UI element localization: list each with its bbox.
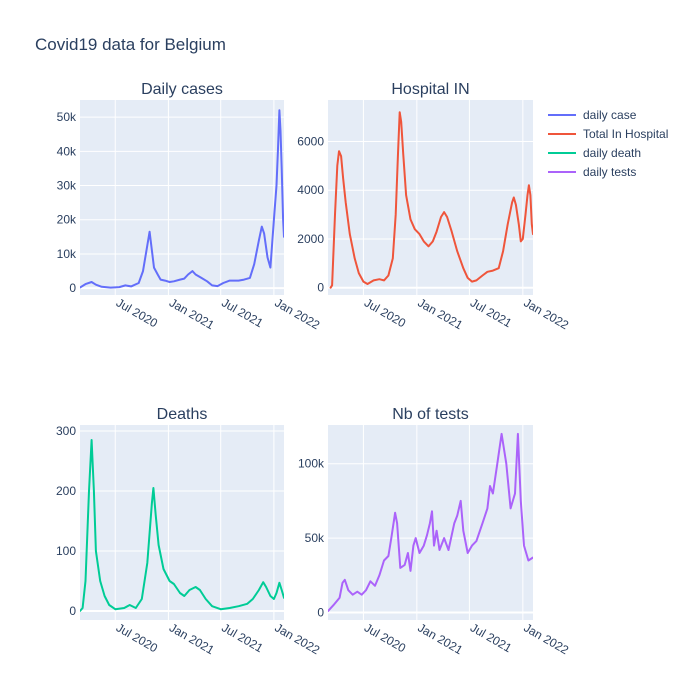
subplot-3: Jul 2020 Jan 2021 Jul 2021 Jan 202201002003… xyxy=(56,406,322,657)
y-tick-label: 50k xyxy=(57,110,77,124)
x-tick-label: Jul 2020 xyxy=(114,295,161,330)
x-tick-label: Jan 2021 xyxy=(415,620,465,657)
legend-label: daily tests xyxy=(583,165,636,179)
y-tick-label: 0 xyxy=(317,606,324,620)
x-tick-label: Jul 2020 xyxy=(362,620,409,655)
plot-area xyxy=(80,425,284,620)
x-tick-label: Jul 2021 xyxy=(219,295,266,330)
y-tick-label: 0 xyxy=(69,281,76,295)
x-tick-label: Jan 2021 xyxy=(415,295,465,332)
y-tick-label: 100k xyxy=(298,457,325,471)
y-tick-label: 50k xyxy=(305,531,325,545)
subplot-title: Deaths xyxy=(157,406,208,423)
y-tick-label: 0 xyxy=(317,281,324,295)
legend-label: daily death xyxy=(583,146,641,160)
x-tick-label: Jan 2022 xyxy=(521,295,571,332)
y-tick-label: 30k xyxy=(57,179,77,193)
subplot-1: Jul 2020 Jan 2021 Jul 2021 Jan 2022010k20k3… xyxy=(57,81,323,332)
legend-label: Total In Hospital xyxy=(583,127,668,141)
subplot-4: Jul 2020 Jan 2021 Jul 2021 Jan 2022 0 50k 100k… xyxy=(298,406,571,657)
x-tick-label: Jan 2022 xyxy=(521,620,571,657)
subplot-2: Jul 2020 Jan 2021 Jul 2021 Jan 2022 0 2000 400… xyxy=(297,81,571,332)
plot-area xyxy=(328,100,533,295)
y-tick-label: 100 xyxy=(56,544,76,558)
subplot-title: Daily cases xyxy=(141,81,223,98)
y-tick-label: 4000 xyxy=(297,183,324,197)
plot-area xyxy=(80,100,284,295)
subplot-title: Hospital IN xyxy=(391,81,469,98)
series-line[interactable] xyxy=(329,111,533,289)
legend[interactable]: daily case Total In Hospital daily death da… xyxy=(548,108,668,179)
x-tick-label: Jan 2022 xyxy=(272,620,322,657)
y-tick-label: 6000 xyxy=(297,134,324,148)
x-tick-label: Jan 2021 xyxy=(167,620,217,657)
series-line[interactable] xyxy=(328,432,533,613)
x-tick-label: Jul 2020 xyxy=(362,295,409,330)
y-tick-label: 300 xyxy=(56,424,76,438)
series-line[interactable] xyxy=(80,439,284,612)
y-tick-label: 2000 xyxy=(297,232,324,246)
legend-item[interactable]: daily death xyxy=(548,146,641,160)
y-tick-label: 10k xyxy=(57,247,77,261)
y-tick-label: 20k xyxy=(57,213,77,227)
legend-label: daily case xyxy=(583,108,637,122)
x-tick-label: Jan 2022 xyxy=(272,295,322,332)
legend-item[interactable]: daily case xyxy=(548,108,637,122)
legend-item[interactable]: daily tests xyxy=(548,165,636,179)
y-tick-label: 0 xyxy=(69,604,76,618)
x-tick-label: Jul 2021 xyxy=(468,620,515,655)
y-tick-label: 200 xyxy=(56,484,76,498)
x-tick-label: Jan 2021 xyxy=(167,295,217,332)
x-tick-label: Jul 2020 xyxy=(114,620,161,655)
page-title: Covid19 data for Belgium xyxy=(35,35,226,54)
series-line[interactable] xyxy=(80,109,284,289)
x-tick-label: Jul 2021 xyxy=(468,295,515,330)
subplot-title: Nb of tests xyxy=(392,406,468,423)
x-tick-label: Jul 2021 xyxy=(219,620,266,655)
legend-item[interactable]: Total In Hospital xyxy=(548,127,668,141)
y-tick-label: 40k xyxy=(57,144,77,158)
subplots: Jul 2020 Jan 2021 Jul 2021 Jan 2022010k20k3… xyxy=(56,81,571,657)
